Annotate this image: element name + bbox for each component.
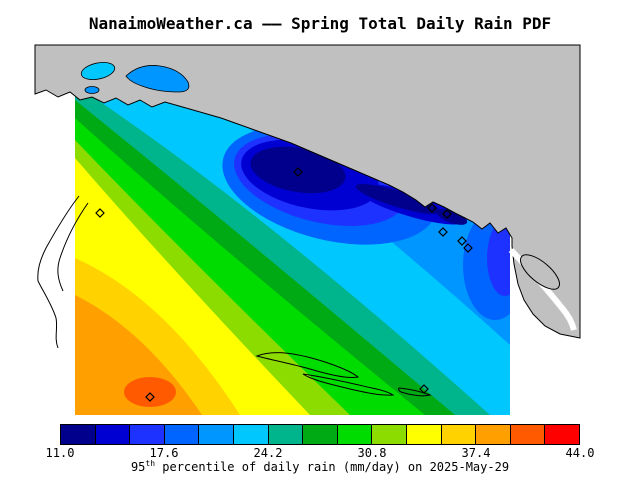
colorbar-segment <box>302 425 337 444</box>
colorbar-segment <box>475 425 510 444</box>
colorbar-segment <box>544 425 579 444</box>
colorbar-tick-label: 11.0 <box>45 446 75 460</box>
island-outline-3 <box>398 387 432 397</box>
station-marker-diamond <box>419 384 429 394</box>
colorbar-tick-label: 44.0 <box>565 446 595 460</box>
contour-core-maximum <box>124 377 176 407</box>
colorbar-tick-label: 24.2 <box>253 446 283 460</box>
colorbar-segment <box>61 425 95 444</box>
caption-superscript: th <box>145 459 156 468</box>
coastline-lower-left-2 <box>57 202 89 292</box>
contour-field <box>75 58 510 415</box>
colorbar-segment <box>163 425 199 444</box>
station-marker-diamond <box>457 236 467 246</box>
station-marker-diamond <box>442 209 452 219</box>
colorbar-tick-label: 17.6 <box>149 446 179 460</box>
colorbar-segment <box>336 425 372 444</box>
station-marker-diamond <box>438 227 448 237</box>
plot-title: NanaimoWeather.ca —— Spring Total Daily … <box>88 14 552 33</box>
caption-value: 95 <box>130 460 146 474</box>
coastline-lower-left-1 <box>37 195 80 349</box>
lake-upper-left-2 <box>125 65 190 93</box>
station-markers <box>95 167 473 402</box>
colorbar-segment <box>198 425 233 444</box>
colorbar <box>60 424 580 445</box>
station-marker-diamond <box>463 243 473 253</box>
caption-rest: percentile of daily rain (mm/day) on 202… <box>155 460 510 474</box>
island-outline-1 <box>255 352 360 378</box>
colorbar-segment <box>405 425 441 444</box>
colorbar-tick-label: 30.8 <box>357 446 387 460</box>
colorbar-tick-labels: 11.0 17.6 24.2 30.8 37.4 44.0 <box>46 446 595 460</box>
colorbar-segment <box>509 425 545 444</box>
station-marker-diamond <box>145 392 155 402</box>
colorbar-segment <box>94 425 130 444</box>
island-right <box>520 254 560 290</box>
lake-upper-left-1 <box>80 62 116 80</box>
station-marker-diamond <box>427 203 437 213</box>
colorbar-tick-label: 37.4 <box>461 446 491 460</box>
contour-core-minimum-arm <box>355 184 441 214</box>
station-marker-diamond <box>95 208 105 218</box>
station-marker-diamond <box>293 167 303 177</box>
lake-upper-left-3 <box>84 86 100 94</box>
colorbar-segment <box>129 425 164 444</box>
caption: 95th percentile of daily rain (mm/day) o… <box>0 459 640 475</box>
colorbar-segment <box>440 425 476 444</box>
island-outline-2 <box>302 373 395 396</box>
contour-band-blue2-right <box>487 220 510 296</box>
colorbar-segment <box>371 425 406 444</box>
colorbar-segment <box>232 425 268 444</box>
contour-core-minimum <box>250 146 346 194</box>
colorbar-segment <box>267 425 303 444</box>
